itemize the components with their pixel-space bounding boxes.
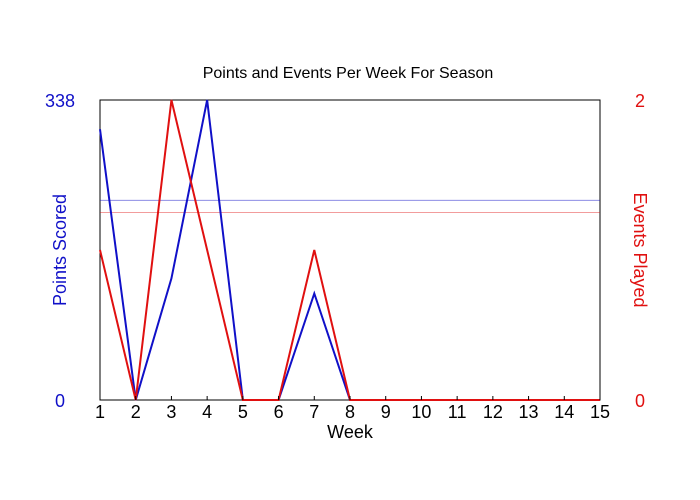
- x-tick-label: 10: [411, 402, 431, 422]
- x-axis-ticks: 1 2 3 4 5 6 7 8 9 10 11 12 13 14 15: [95, 396, 610, 422]
- chart-title: Points and Events Per Week For Season: [203, 65, 494, 82]
- x-tick-label: 9: [381, 402, 391, 422]
- left-axis-min-label: 0: [55, 391, 65, 411]
- x-tick-label: 2: [131, 402, 141, 422]
- left-axis-max-label: 338: [45, 91, 75, 111]
- average-lines: [100, 199, 600, 213]
- x-axis-title: Week: [327, 422, 374, 442]
- x-tick-label: 11: [448, 402, 467, 422]
- x-tick-label: 15: [590, 402, 610, 422]
- x-tick-label: 13: [519, 402, 539, 422]
- x-tick-label: 7: [309, 402, 319, 422]
- left-axis-title: Points Scored: [50, 194, 70, 306]
- x-tick-label: 3: [166, 402, 176, 422]
- x-tick-label: 6: [274, 402, 284, 422]
- x-tick-label: 5: [238, 402, 248, 422]
- x-tick-label: 4: [202, 402, 212, 422]
- x-tick-label: 12: [483, 402, 503, 422]
- x-tick-label: 1: [95, 402, 105, 422]
- x-tick-label: 8: [345, 402, 355, 422]
- right-axis-min-label: 0: [635, 391, 645, 411]
- x-tick-label: 14: [554, 402, 574, 422]
- right-axis-max-label: 2: [635, 91, 645, 111]
- right-axis-title: Events Played: [630, 192, 650, 307]
